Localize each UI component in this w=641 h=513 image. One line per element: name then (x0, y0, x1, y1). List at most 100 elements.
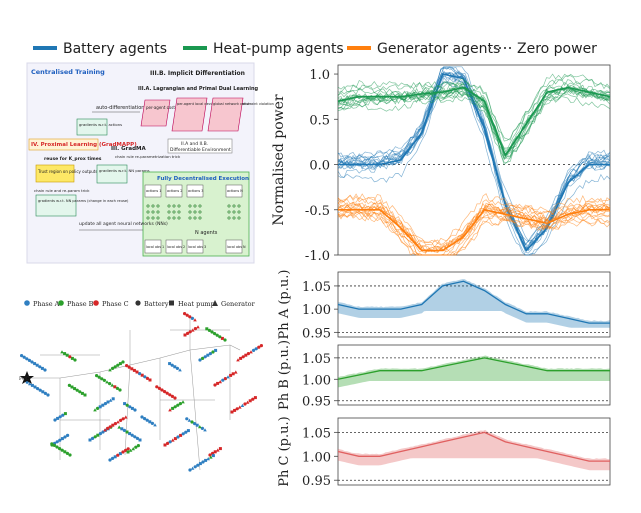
battery-node (193, 465, 197, 469)
battery-node (55, 440, 59, 444)
customer-cluster (140, 415, 157, 427)
customer-cluster (50, 442, 72, 457)
voltage-y-label: Ph C (p.u.) (277, 416, 292, 486)
battery-node (185, 313, 189, 317)
pcc-label: PCC (19, 376, 29, 382)
customer-cluster (208, 447, 222, 457)
voltage-tick-label: 1.00 (302, 373, 331, 388)
voltage-tick-label: 1.05 (302, 352, 331, 367)
customer-cluster (60, 350, 77, 362)
battery-node (175, 366, 179, 370)
heatpump-node (113, 455, 117, 459)
battery-node (38, 365, 42, 369)
update-label: update all agent neural networks (NNs) (79, 221, 168, 227)
battery-node (160, 388, 164, 392)
generator-node (28, 382, 32, 386)
battery-node (188, 468, 192, 472)
chain-rule-label: chain rule re-parametrization trick (115, 154, 181, 159)
battery-node (63, 435, 67, 439)
heatpump-node (126, 450, 130, 454)
series-trace (337, 211, 611, 256)
series-trace (337, 76, 611, 256)
network-topology (20, 312, 263, 472)
voltage-tick-label: 1.05 (302, 426, 331, 441)
heatpump-node (123, 402, 127, 406)
generator-node (93, 408, 97, 412)
heatpump-node (198, 462, 202, 466)
battery-node (186, 331, 190, 335)
action-box-n (225, 184, 243, 198)
series-trace (337, 210, 611, 256)
generator-node (245, 400, 250, 404)
voltage-line (337, 431, 610, 462)
heatpump-node (33, 362, 37, 366)
pcc-star-icon (20, 371, 34, 384)
customer-cluster (155, 385, 177, 400)
heatpump-node (171, 406, 175, 410)
battery-node (111, 366, 115, 370)
voltage-tick-label: 0.95 (302, 326, 331, 341)
customer-cluster (108, 360, 125, 372)
generator-node (240, 403, 245, 407)
battery-node (98, 432, 102, 436)
feeder-trunk (27, 344, 241, 379)
reuse-label: reuse for K_prox times (44, 156, 102, 162)
battery-node (58, 438, 62, 442)
generator-label: Generator (221, 300, 256, 308)
battery-node (243, 402, 247, 406)
generator-node (226, 375, 230, 379)
series-trace (337, 88, 611, 159)
power-y-label: Normalised power (271, 94, 287, 225)
voltage-tick-label: 0.95 (302, 395, 331, 410)
heatpump-node (113, 385, 117, 389)
heatpump-node (206, 353, 210, 357)
phase-a-marker (24, 300, 30, 306)
heatpump-node (130, 406, 134, 410)
heatpump-node (63, 412, 67, 416)
battery-node (145, 418, 149, 422)
per-agent-cost-label: per-agent costs (146, 105, 177, 110)
gradients-nn2-label: gradients w.r.t. NN params (change in ea… (38, 199, 129, 203)
battery-node (211, 350, 215, 354)
battery-node (58, 447, 62, 451)
generator-node (108, 398, 113, 402)
obs-boxes: local obs 1 local obs 2 local obs 3 loca… (144, 239, 246, 254)
generator-node (234, 370, 238, 374)
battery-node (118, 388, 122, 392)
battery-node (121, 450, 125, 454)
generator-node (218, 380, 222, 384)
battery-node (116, 453, 120, 457)
heatpump-node (168, 362, 172, 366)
battery-node (36, 387, 40, 391)
feeder-branch (124, 364, 131, 456)
heatpump-node (140, 373, 144, 377)
battery-node (168, 393, 172, 397)
obs-label-2: local obs 2 (167, 245, 185, 249)
customer-cluster (185, 417, 207, 432)
action-boxes: actions 1 actions 2 actions 3 actions N (144, 184, 243, 198)
battery-label: Battery (144, 300, 169, 308)
battery-node (235, 407, 239, 411)
heatpump-node (125, 430, 129, 434)
battery-node (168, 440, 172, 444)
heatpump-node (56, 416, 60, 420)
battery-node (68, 453, 72, 457)
battery-node (143, 417, 147, 421)
battery-node (178, 402, 182, 406)
heatpump-node (35, 363, 39, 367)
battery-node (103, 402, 107, 406)
heatpump-node (239, 356, 243, 360)
generator-node (178, 368, 182, 372)
battery-node (68, 355, 72, 359)
heatpump-node (248, 399, 252, 403)
battery-node (184, 430, 188, 434)
customer-cluster (25, 380, 50, 397)
trust-region-label: Trust region on policy outputs (37, 169, 97, 174)
customer-cluster (20, 354, 47, 372)
battery-node (166, 441, 170, 445)
generator-marker (212, 300, 218, 306)
voltage-line (337, 280, 610, 324)
battery-node (254, 347, 258, 351)
power-lines (337, 66, 611, 256)
centralised-training-title: Centralised Training (31, 68, 105, 76)
